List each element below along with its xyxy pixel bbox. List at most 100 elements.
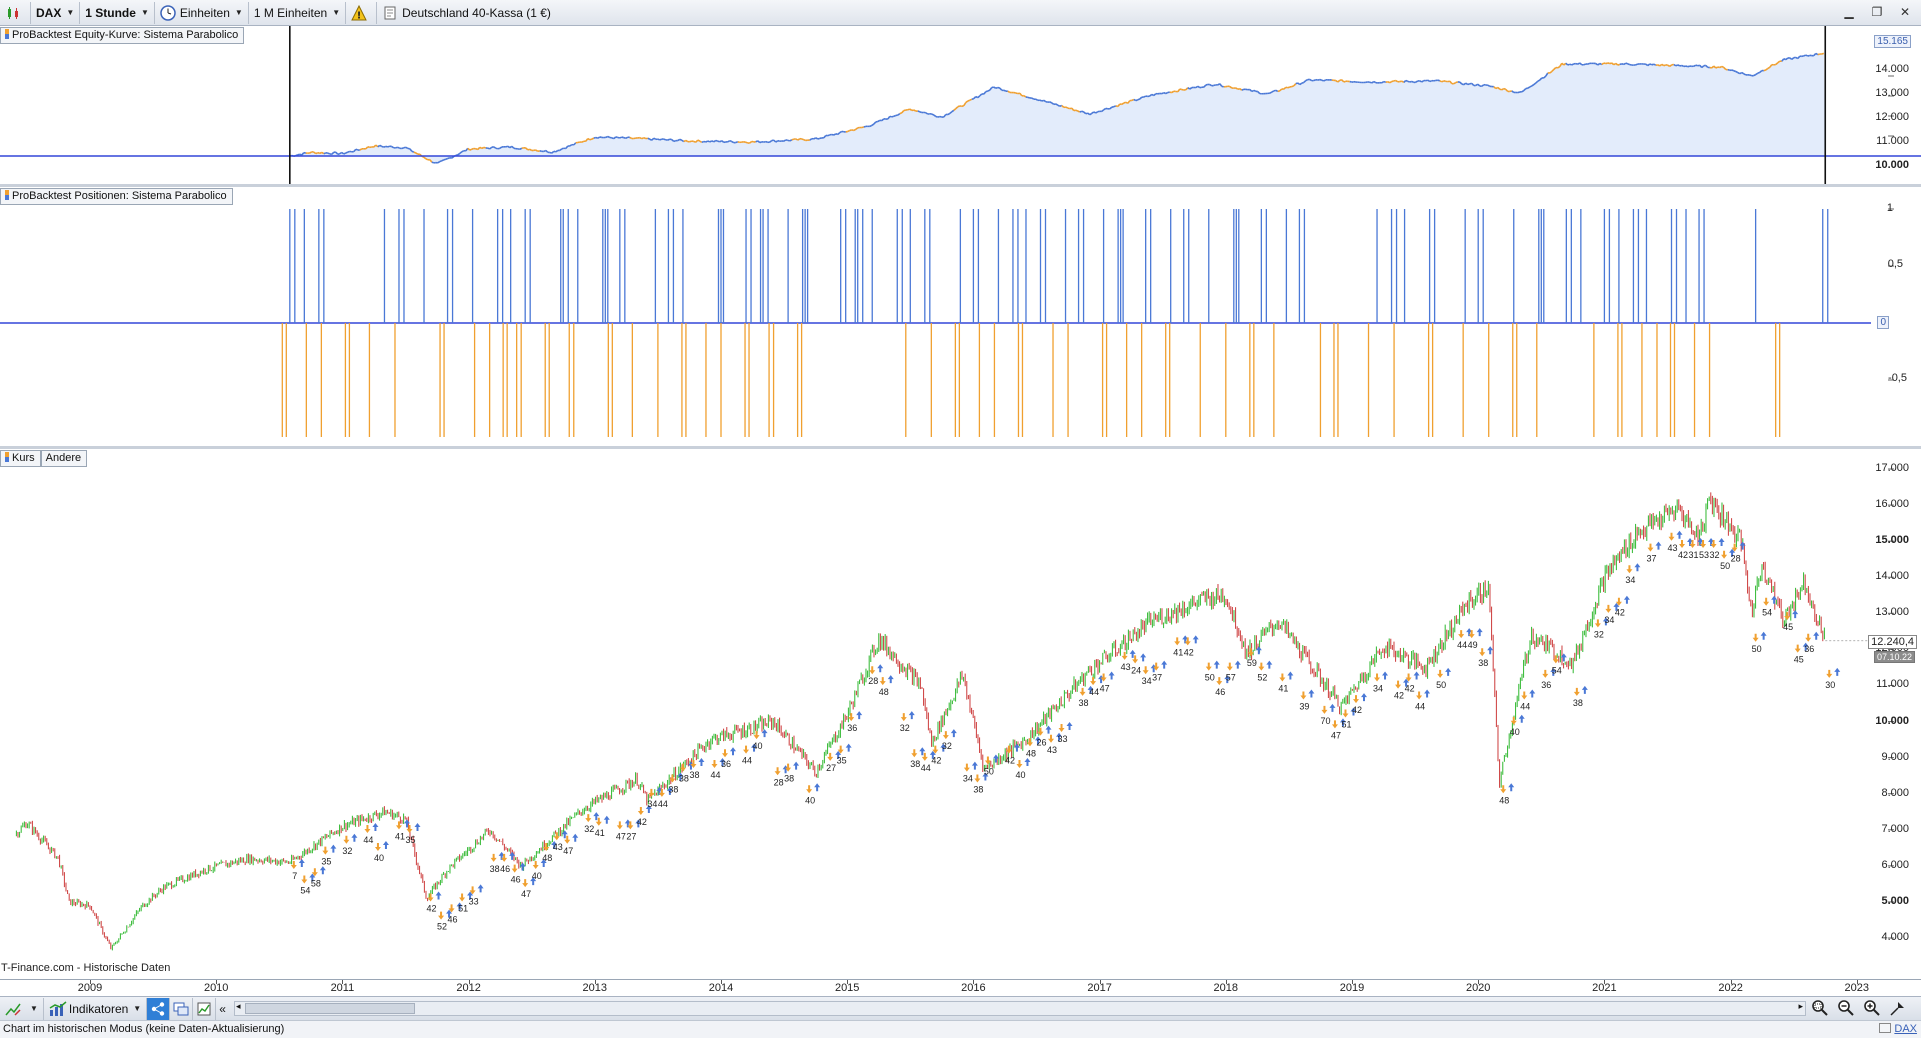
trade-marker[interactable]: 42 [1352, 693, 1367, 715]
drawing-tools-button[interactable]: ▼ [0, 997, 44, 1020]
trade-marker[interactable]: 50 [1436, 667, 1452, 690]
trade-marker[interactable]: 35 [837, 743, 852, 766]
panel-divider[interactable] [0, 184, 1921, 187]
trade-marker[interactable]: 42 [1615, 595, 1630, 618]
trade-marker[interactable]: 54 [1552, 653, 1567, 675]
trade-marker[interactable]: 40 [1015, 758, 1031, 780]
trade-marker[interactable]: 41 [595, 815, 610, 838]
trade-marker[interactable]: 40 [374, 841, 389, 863]
trade-marker[interactable]: 44 [710, 758, 726, 780]
trade-marker[interactable]: 49 [1468, 628, 1483, 650]
trade-marker[interactable]: 34 [1604, 602, 1620, 625]
positions-panel[interactable]: ProBacktest Positionen: Sistema Paraboli… [0, 187, 1921, 446]
fit-chart-icon[interactable] [1889, 999, 1905, 1016]
trade-marker[interactable]: 43 [1667, 530, 1683, 553]
trade-marker[interactable]: 38 [910, 747, 926, 769]
trade-marker[interactable]: 28 [1731, 541, 1746, 564]
trade-marker[interactable]: 43 [553, 830, 568, 852]
trade-marker[interactable]: 38 [784, 761, 800, 784]
trade-marker[interactable]: 41 [1173, 635, 1189, 657]
trade-marker[interactable]: 42 [637, 804, 652, 827]
history-selector[interactable]: 1 M Einheiten ▼ [249, 1, 347, 24]
trade-marker[interactable]: 31 [1689, 537, 1704, 560]
trade-marker[interactable]: 70 [1320, 703, 1336, 726]
trade-marker[interactable]: 38 [1478, 646, 1494, 668]
positions-panel-label[interactable]: ProBacktest Positionen: Sistema Paraboli… [0, 188, 233, 205]
scrollbar-thumb[interactable] [245, 1003, 415, 1014]
kurs-tab[interactable]: Kurs [0, 450, 41, 467]
trade-marker[interactable]: 36 [1804, 631, 1820, 654]
equity-curve-panel[interactable]: ProBacktest Equity-Kurve: Sistema Parabo… [0, 26, 1921, 184]
trade-marker[interactable]: 48 [1026, 736, 1041, 758]
trade-marker[interactable]: 46 [511, 862, 526, 885]
trade-marker[interactable]: 54 [300, 873, 316, 895]
trade-marker[interactable]: 33 [1058, 721, 1073, 744]
trade-marker[interactable]: 44 [921, 750, 936, 773]
trade-marker[interactable]: 34 [1625, 563, 1641, 585]
trade-marker[interactable]: 52 [437, 909, 453, 932]
date-axis[interactable]: 2009 2010 2011 2012 2013 2014 2015 2016 2017 2018… [0, 979, 1921, 996]
trade-marker[interactable]: 27 [826, 750, 842, 773]
trade-marker[interactable]: 34 [1142, 664, 1157, 686]
andere-tab[interactable]: Andere [40, 450, 88, 467]
trade-marker[interactable]: 44 [1089, 675, 1105, 697]
price-panel[interactable]: 7 54 58 35 32 44 40 41 35 42 52 46 51 33 38 46 46 47 40 48 4… [0, 449, 1921, 979]
indicators-button[interactable]: Indikatoren ▼ [44, 997, 148, 1020]
trade-marker[interactable]: 48 [1499, 783, 1515, 805]
trade-marker[interactable]: 27 [626, 819, 642, 841]
trade-marker[interactable]: 32 [1710, 537, 1725, 560]
zoom-area-icon[interactable] [1811, 999, 1828, 1016]
chart-type-selector[interactable] [0, 1, 31, 24]
trade-marker[interactable]: 42 [1678, 537, 1694, 560]
trade-marker[interactable]: 41 [395, 819, 410, 841]
backtest-button[interactable] [193, 997, 217, 1020]
trade-marker[interactable]: 38 [973, 772, 989, 794]
trade-marker[interactable]: 41 [1278, 671, 1294, 693]
trade-marker[interactable]: 45 [1794, 642, 1809, 665]
trade-marker[interactable]: 36 [1541, 667, 1557, 690]
trade-marker[interactable]: 42 [1005, 743, 1020, 766]
trade-marker[interactable]: 45 [1783, 610, 1799, 632]
trade-marker[interactable]: 50 [984, 754, 999, 776]
trade-marker[interactable]: 47 [521, 877, 537, 899]
trade-marker[interactable]: 40 [1510, 714, 1525, 737]
trade-marker[interactable]: 28 [774, 765, 789, 787]
trade-marker[interactable]: 42 [931, 743, 947, 766]
trade-marker[interactable]: 35 [405, 822, 421, 845]
trade-marker[interactable]: 30 [1825, 667, 1841, 690]
trade-marker[interactable]: 47 [616, 819, 631, 841]
collapse-left-button[interactable]: « [216, 998, 229, 1020]
scroll-right-icon[interactable]: ▸ [1798, 1001, 1803, 1011]
equity-panel-label[interactable]: ProBacktest Equity-Kurve: Sistema Parabo… [0, 27, 245, 44]
trade-marker[interactable]: 32 [584, 812, 600, 834]
scroll-left-icon[interactable]: ◂ [236, 1001, 241, 1011]
zoom-in-icon[interactable] [1863, 999, 1880, 1016]
trade-marker[interactable]: 34 [647, 786, 663, 809]
trade-marker[interactable]: 48 [879, 675, 894, 697]
layout-button[interactable] [170, 997, 194, 1020]
trade-marker[interactable]: 36 [847, 711, 863, 733]
trade-marker[interactable]: 58 [311, 866, 326, 888]
trade-marker[interactable]: 32 [342, 833, 358, 856]
trade-marker[interactable]: 40 [532, 859, 547, 881]
trade-marker[interactable]: 50 [1205, 660, 1220, 683]
minimize-icon[interactable]: ▁ [1844, 5, 1854, 19]
timeframe-selector[interactable]: 1 Stunde ▼ [80, 1, 155, 24]
trade-marker[interactable]: 34 [963, 761, 978, 784]
trade-marker[interactable]: 51 [458, 891, 474, 914]
trade-marker[interactable]: 32 [900, 711, 915, 733]
product-info[interactable]: Deutschland 40-Kassa (1 €) [377, 2, 556, 24]
instrument-badge[interactable]: DAX [1879, 1021, 1917, 1038]
trade-marker[interactable]: 35 [321, 844, 337, 867]
trade-marker[interactable]: 43 [1047, 732, 1063, 755]
trade-marker[interactable]: 44 [1457, 628, 1473, 650]
trade-marker[interactable]: 42 [1405, 671, 1420, 693]
trade-marker[interactable]: 44 [1415, 689, 1431, 712]
trade-marker[interactable]: 44 [1520, 689, 1536, 712]
trade-marker[interactable]: 24 [1131, 653, 1147, 675]
trade-marker[interactable]: 32 [1594, 617, 1609, 639]
trade-marker[interactable]: 57 [1226, 660, 1241, 683]
trade-marker[interactable]: 42 [1394, 678, 1410, 701]
share-button[interactable] [147, 997, 171, 1020]
trade-marker[interactable]: 51 [1341, 707, 1357, 730]
